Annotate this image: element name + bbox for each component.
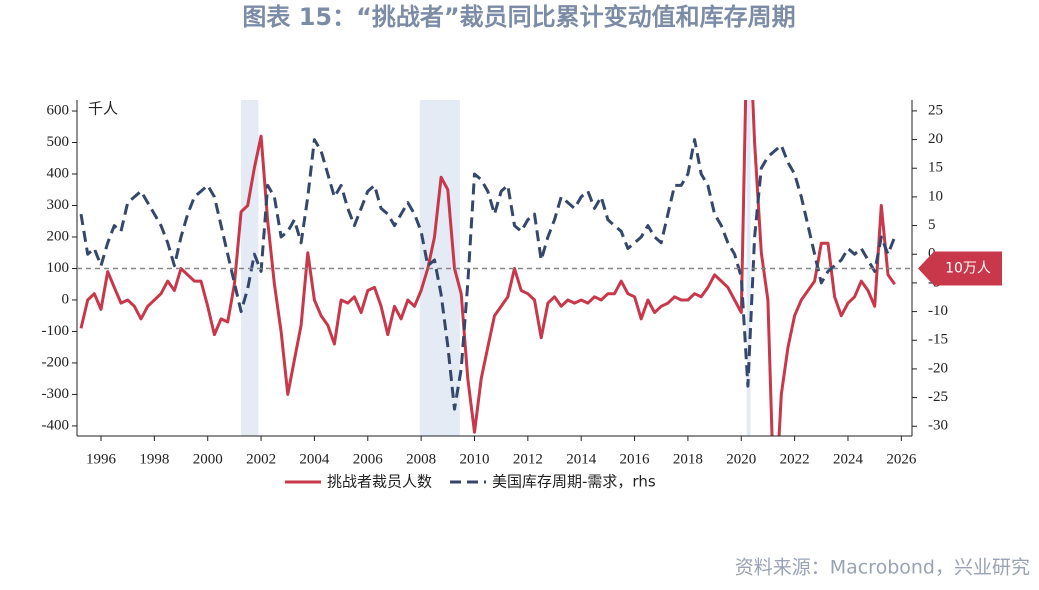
y-tick-label: -300	[42, 386, 70, 402]
y2-tick-label: 15	[928, 160, 943, 176]
x-tick-label: 2004	[299, 451, 330, 467]
y-tick-label: 0	[62, 291, 70, 307]
legend-label: 美国库存周期-需求，rhs	[492, 473, 656, 491]
y2-tick-label: -10	[928, 303, 948, 319]
y-tick-label: 400	[47, 165, 70, 181]
y2-tick-label: 0	[928, 246, 936, 262]
y-tick-label: -400	[42, 417, 70, 433]
series-line	[79, 138, 897, 411]
x-tick-label: 2012	[513, 451, 543, 467]
y2-tick-label: 5	[928, 217, 936, 233]
y-tick-label: 600	[47, 102, 70, 118]
chart-title: 图表 15：“挑战者”裁员同比累计变动值和库存周期	[242, 3, 795, 31]
series-line	[79, 100, 896, 436]
annotation-label: 10万人	[945, 260, 991, 276]
annotation: 10万人	[918, 251, 1002, 286]
y-tick-label: 300	[47, 197, 70, 213]
y-tick-label: 100	[47, 260, 70, 276]
source: 资料来源：Macrobond，兴业研究	[735, 557, 1030, 579]
y2-tick-label: -30	[928, 418, 948, 434]
y-tick-label: 200	[47, 228, 70, 244]
x-tick-label: 2014	[566, 451, 597, 467]
y2-tick-label: -20	[928, 360, 948, 376]
x-tick-label: 2006	[353, 451, 384, 467]
y2-tick-label: 25	[928, 102, 943, 118]
x-tick-label: 1996	[86, 451, 117, 467]
x-tick-label: 2002	[246, 451, 276, 467]
y-unit: 千人	[88, 100, 118, 118]
x-tick-label: 2010	[459, 451, 489, 467]
y2-tick-label: -15	[928, 332, 948, 348]
y2-tick-label: 20	[928, 131, 943, 147]
x-tick-label: 2024	[833, 451, 864, 467]
y2-tick-label: 10	[928, 188, 943, 204]
x-tick-label: 2022	[780, 451, 810, 467]
x-tick-label: 2008	[406, 451, 436, 467]
x-tick-label: 1998	[139, 451, 169, 467]
y-tick-label: -100	[42, 323, 70, 339]
y-tick-label: 500	[47, 134, 70, 150]
annotation-box	[918, 251, 1002, 286]
legend-label: 挑战者裁员人数	[327, 473, 432, 491]
y-tick-label: -200	[42, 354, 70, 370]
x-tick-label: 2000	[193, 451, 223, 467]
x-tick-label: 2026	[886, 451, 917, 467]
y2-tick-label: -25	[928, 389, 948, 405]
shaded-period	[746, 100, 751, 436]
x-tick-label: 2016	[620, 451, 651, 467]
x-tick-label: 2018	[673, 451, 703, 467]
x-tick-label: 2020	[726, 451, 756, 467]
